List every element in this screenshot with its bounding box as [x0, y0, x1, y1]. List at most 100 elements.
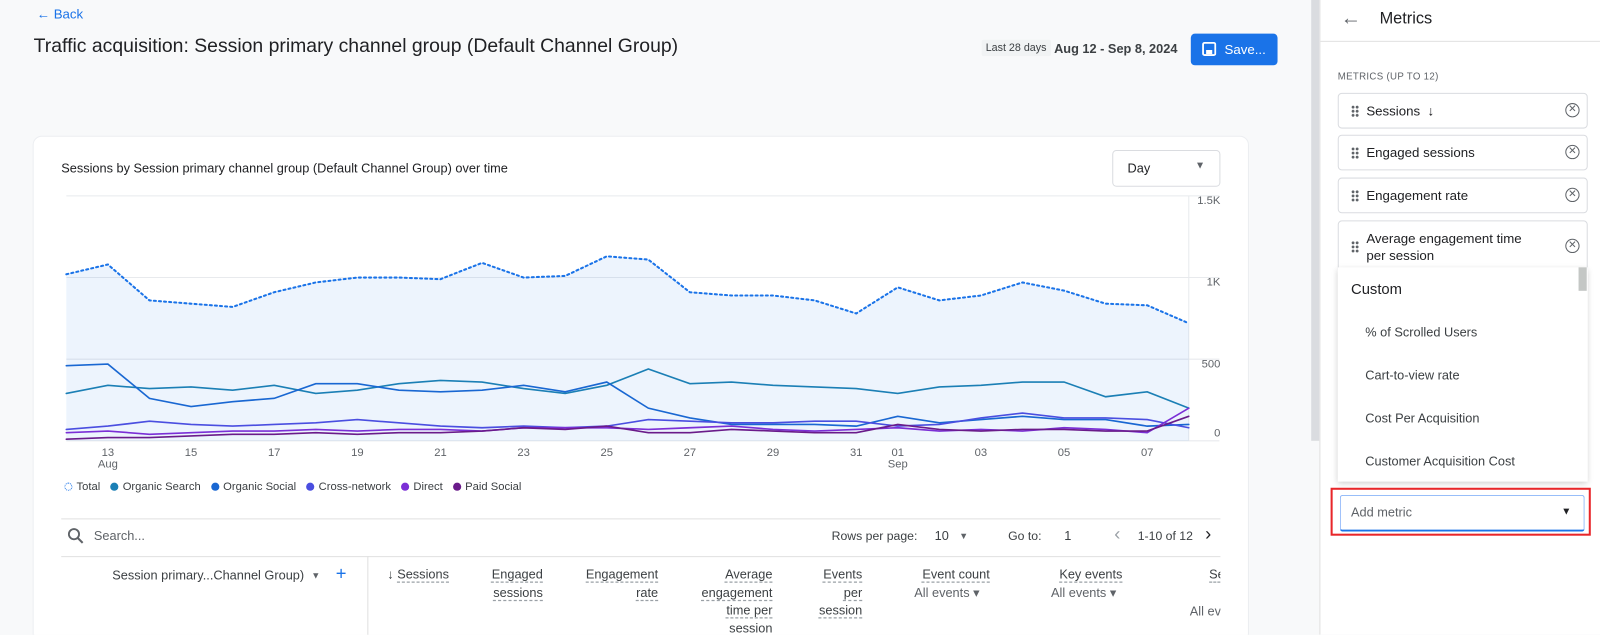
- goto-input[interactable]: 1: [1064, 528, 1072, 543]
- drag-handle[interactable]: [1351, 146, 1360, 160]
- divider: [61, 556, 1221, 558]
- x-tick-label: 23: [517, 447, 529, 459]
- legend-item[interactable]: Organic Social: [210, 480, 297, 493]
- column-header[interactable]: Average engagement time per session: [694, 566, 773, 634]
- panel-back[interactable]: ←: [1340, 7, 1362, 30]
- column-sub-text[interactable]: All events: [914, 585, 970, 600]
- back-link[interactable]: ← Back: [36, 6, 84, 22]
- column-label[interactable]: Events per session: [818, 567, 863, 618]
- metric-option[interactable]: Customer Acquisition Cost: [1365, 454, 1515, 469]
- legend-item[interactable]: Total: [64, 481, 100, 493]
- y-tick-label: 1K: [1207, 277, 1221, 289]
- x-tick-label: 05: [1058, 447, 1070, 459]
- rows-select[interactable]: 10: [934, 528, 949, 543]
- save-icon: [1202, 41, 1217, 57]
- column-label[interactable]: Sessions: [397, 567, 449, 582]
- metric-option[interactable]: % of Scrolled Users: [1365, 325, 1478, 340]
- series-line: [65, 368, 1190, 409]
- x-month-label: Aug: [98, 458, 118, 470]
- x-tick-label: 15: [185, 447, 197, 459]
- column-label[interactable]: Engaged sessions: [491, 567, 543, 600]
- save-text[interactable]: Save...: [1224, 41, 1266, 58]
- column-header[interactable]: Key events All events ▾: [1031, 566, 1123, 602]
- granularity-select[interactable]: Day ▼: [1112, 149, 1221, 187]
- legend-item[interactable]: Direct: [401, 481, 443, 493]
- add-metric-input[interactable]: Add metric ▼: [1339, 494, 1585, 532]
- area: [66, 256, 1189, 441]
- metric-chip[interactable]: Sessions ↓ ✕: [1337, 92, 1588, 129]
- column-sub-text[interactable]: All events: [1051, 585, 1107, 600]
- dropdown-scrollbar[interactable]: [1578, 267, 1587, 291]
- drag-handle[interactable]: [1351, 189, 1360, 203]
- metric-chip[interactable]: Engaged sessions ✕: [1337, 134, 1588, 171]
- metric-option[interactable]: Cart-to-view rate: [1365, 368, 1460, 383]
- column-label[interactable]: Key events: [1059, 567, 1123, 582]
- x-tick-label: 17: [268, 447, 280, 459]
- remove-metric[interactable]: ✕: [1565, 103, 1580, 118]
- column-header[interactable]: Engaged sessions: [482, 566, 543, 602]
- metric-name: Sessions ↓: [1366, 103, 1435, 119]
- dimension-select[interactable]: Session primary...Channel Group): [112, 568, 305, 583]
- pagination: 1-10 of 12: [1137, 528, 1193, 543]
- metric-chip[interactable]: Average engagement time per session ✕: [1337, 220, 1588, 274]
- back-text[interactable]: Back: [53, 6, 84, 22]
- column-label[interactable]: Se: [1209, 567, 1220, 582]
- panel-title: Metrics: [1379, 10, 1433, 28]
- remove-metric[interactable]: ✕: [1565, 187, 1580, 203]
- next-page[interactable]: ›: [1205, 523, 1212, 544]
- column-header[interactable]: ↓ Sessions: [387, 567, 449, 582]
- legend-item[interactable]: Cross-network: [306, 481, 391, 493]
- x-tick-label: 07: [1141, 447, 1153, 459]
- y-tick-label: 0: [1214, 428, 1220, 440]
- column-header[interactable]: Engagement rate: [582, 566, 659, 602]
- y-tick-label: 500: [1202, 358, 1221, 370]
- column-label[interactable]: Engagement rate: [585, 567, 659, 600]
- date-range[interactable]: Aug 12 - Sep 8, 2024: [1054, 41, 1178, 57]
- column-sub[interactable]: All events ▾: [914, 585, 980, 600]
- legend-label: Cross-network: [318, 480, 391, 493]
- drag-handle[interactable]: [1351, 240, 1360, 254]
- drag-handle[interactable]: [1351, 105, 1360, 118]
- column-label[interactable]: Average engagement time per session: [701, 567, 773, 635]
- save-button[interactable]: Save...: [1190, 33, 1278, 66]
- x-tick-label: 19: [351, 447, 363, 459]
- y-tick-label: 1.5K: [1197, 195, 1221, 207]
- prev-page[interactable]: ‹: [1114, 523, 1121, 544]
- legend-marker: [64, 482, 73, 491]
- metric-chip[interactable]: Engagement rate ✕: [1337, 177, 1588, 214]
- x-tick-label: 27: [684, 447, 696, 459]
- divider: [1320, 40, 1600, 42]
- column-header[interactable]: Events per session: [811, 566, 862, 620]
- x-tick-label: 03: [975, 447, 987, 459]
- remove-metric[interactable]: ✕: [1565, 144, 1580, 160]
- column-header[interactable]: Se: [1173, 566, 1220, 584]
- metric-text: Sessions: [1366, 103, 1421, 119]
- divider: [61, 518, 1221, 520]
- remove-metric[interactable]: ✕: [1565, 238, 1580, 254]
- x-tick-label: 29: [767, 447, 779, 459]
- metric-name: Engagement rate: [1366, 187, 1469, 204]
- x-tick-label: 21: [434, 447, 446, 459]
- add-dimension[interactable]: +: [335, 563, 347, 584]
- metric-option[interactable]: Cost Per Acquisition: [1365, 411, 1480, 426]
- legend-marker: [401, 482, 410, 491]
- column-sub[interactable]: All events ▾: [1051, 585, 1117, 600]
- legend-label: Total: [76, 480, 101, 493]
- metric-name: Engaged sessions: [1366, 144, 1475, 161]
- legend-item[interactable]: Paid Social: [452, 481, 521, 493]
- search-input[interactable]: Search...: [93, 528, 145, 543]
- column-header[interactable]: Event count All events ▾: [898, 566, 990, 602]
- search-icon: [67, 528, 84, 544]
- scrollbar[interactable]: [1311, 0, 1320, 441]
- caret: ▼: [1561, 506, 1572, 518]
- section-label: METRICS (UP TO 12): [1337, 71, 1439, 83]
- series-line: [65, 415, 1190, 440]
- legend-item[interactable]: Organic Search: [110, 481, 201, 493]
- legend-label: Organic Social: [223, 480, 297, 493]
- column-label[interactable]: Event count: [922, 567, 990, 582]
- legend-marker: [452, 482, 462, 491]
- granularity-text: Day: [1127, 161, 1151, 176]
